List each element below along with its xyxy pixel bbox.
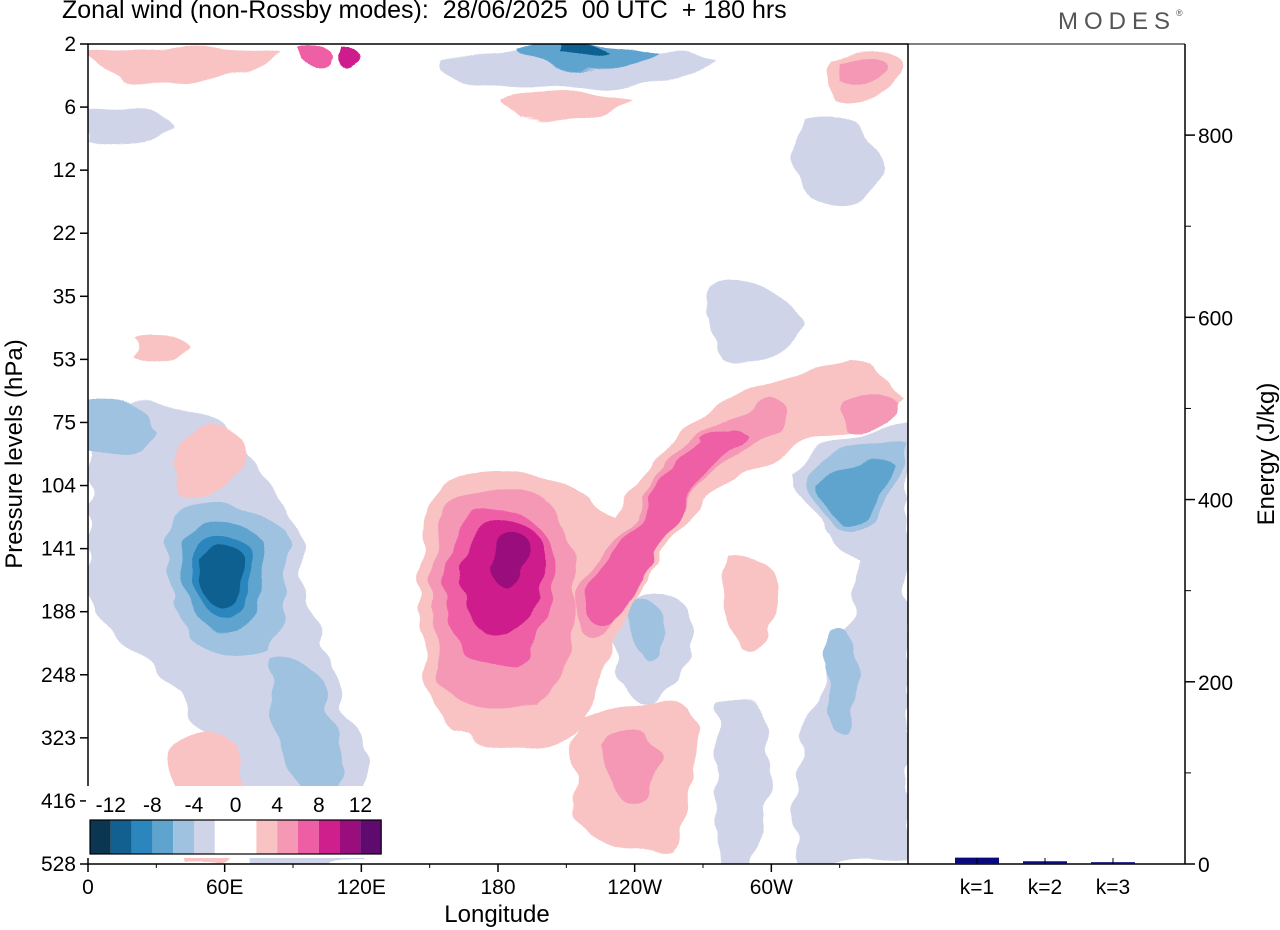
contour-pos-mid-top-right [840,58,892,87]
colorbar-swatch [235,820,257,854]
contour-pos-mid-bottom [603,730,660,803]
contour-pos-light-far-left [130,336,190,363]
logo-registered-mark: ® [1176,8,1183,18]
contour-neg-strong-right [818,462,895,524]
y-tick-label: 35 [53,285,76,308]
contour-pos-light-left [174,426,250,496]
y-tick-label: 6 [64,96,76,119]
contour-neg-darkest [198,547,244,608]
energy-axis-label: Energy (J/kg) [1253,383,1280,526]
energy-category-label: k=2 [1028,876,1062,899]
y-tick-label: 22 [53,222,76,245]
colorbar-swatch [194,820,215,854]
colorbar-label: -12 [96,794,126,817]
colorbar-swatch [90,820,111,854]
energy-category-label: k=3 [1096,876,1130,899]
energy-tick-label: 0 [1198,854,1210,877]
colorbar-label: -8 [143,794,162,817]
contour-pos-light-right-mid [728,556,775,653]
x-tick-label: 120W [607,876,662,899]
colorbar-swatch [173,820,194,854]
energy-bars: k=1 k=2 k=3 [955,857,1135,899]
contour-pos-strong-top-2 [340,45,362,67]
colorbar-swatch [152,820,174,854]
y-tick-label: 141 [41,538,76,561]
contour-pos-light-upper-mid [500,91,640,120]
contour-neg-mid-far-left [88,398,160,457]
colorbar-swatch [131,820,153,854]
y-tick-label: 12 [53,159,76,182]
y-tick-label: 2 [64,33,76,56]
colorbar-swatch [298,820,319,854]
contour-neg-darkest-top [555,44,610,57]
y-tick-label: 323 [41,727,76,750]
y-axis-label: Pressure levels (hPa) [1,339,28,568]
y-axis-ticks: 2 6 12 22 35 53 75 104 141 188 248 323 416 528 [41,33,88,876]
colorbar-label: 0 [230,794,242,817]
contour-pos-mid-right [841,393,898,432]
x-tick-label: 120E [337,876,386,899]
contour-neg-light-right-upper [704,286,800,364]
contour-pos-light-top-left [90,48,280,79]
colorbar-border [89,819,382,855]
y-tick-label: 53 [53,348,76,371]
x-tick-label: 60W [750,876,793,899]
contour-neg-mid-center-right [626,597,666,663]
x-axis-label: Longitude [444,901,549,928]
x-axis-ticks: 0 60E 120E 180 120W 60W [82,864,841,899]
colorbar-swatch [110,820,132,854]
y-tick-label: 188 [41,601,76,624]
colorbar-label: -4 [185,794,204,817]
contour-neg-light-strip-left [88,106,170,139]
colorbar-swatch [277,820,298,854]
contour-pos-strong-right [700,429,748,460]
y-tick-label: 104 [41,475,76,498]
colorbar-swatch [318,820,340,854]
contour-pos-strong-band [585,428,745,631]
contour-pos-darkest [490,532,525,590]
energy-tick-label: 800 [1198,125,1233,148]
x-tick-label: 60E [206,876,243,899]
logo-text: MODES [1058,8,1177,35]
modes-logo: MODES® [1058,8,1183,36]
chart-title: Zonal wind (non-Rossby modes): 28/06/202… [62,0,787,24]
y-tick-label: 248 [41,664,76,687]
energy-category-label: k=1 [960,876,994,899]
x-tick-label: 0 [82,876,94,899]
contour-neg-mid-right-lower [825,627,859,733]
colorbar-label: 12 [349,794,372,817]
energy-axis-ticks: 0 200 400 600 800 [1185,125,1233,877]
wind-field [88,44,908,864]
energy-tick-label: 600 [1198,307,1233,330]
x-tick-label: 180 [480,876,515,899]
y-tick-label: 528 [41,853,76,876]
y-tick-label: 416 [41,790,76,813]
y-tick-label: 75 [53,411,76,434]
contour-pos-strong-top [300,46,335,72]
colorbar-swatch [256,820,278,854]
colorbar-label: 8 [313,794,325,817]
energy-tick-label: 200 [1198,672,1233,695]
colorbar-label: 4 [271,794,283,817]
colorbar-swatch [214,820,236,854]
colorbar-swatch [360,820,382,854]
colorbar-swatch [339,820,361,854]
colorbar: -12 -8 -4 0 4 8 12 [86,786,384,858]
contour-neg-mid-lower [267,658,342,810]
contour-neg-light-upper-right [794,117,880,210]
energy-tick-label: 400 [1198,490,1233,513]
contour-neg-light-bottom-right [715,696,770,864]
